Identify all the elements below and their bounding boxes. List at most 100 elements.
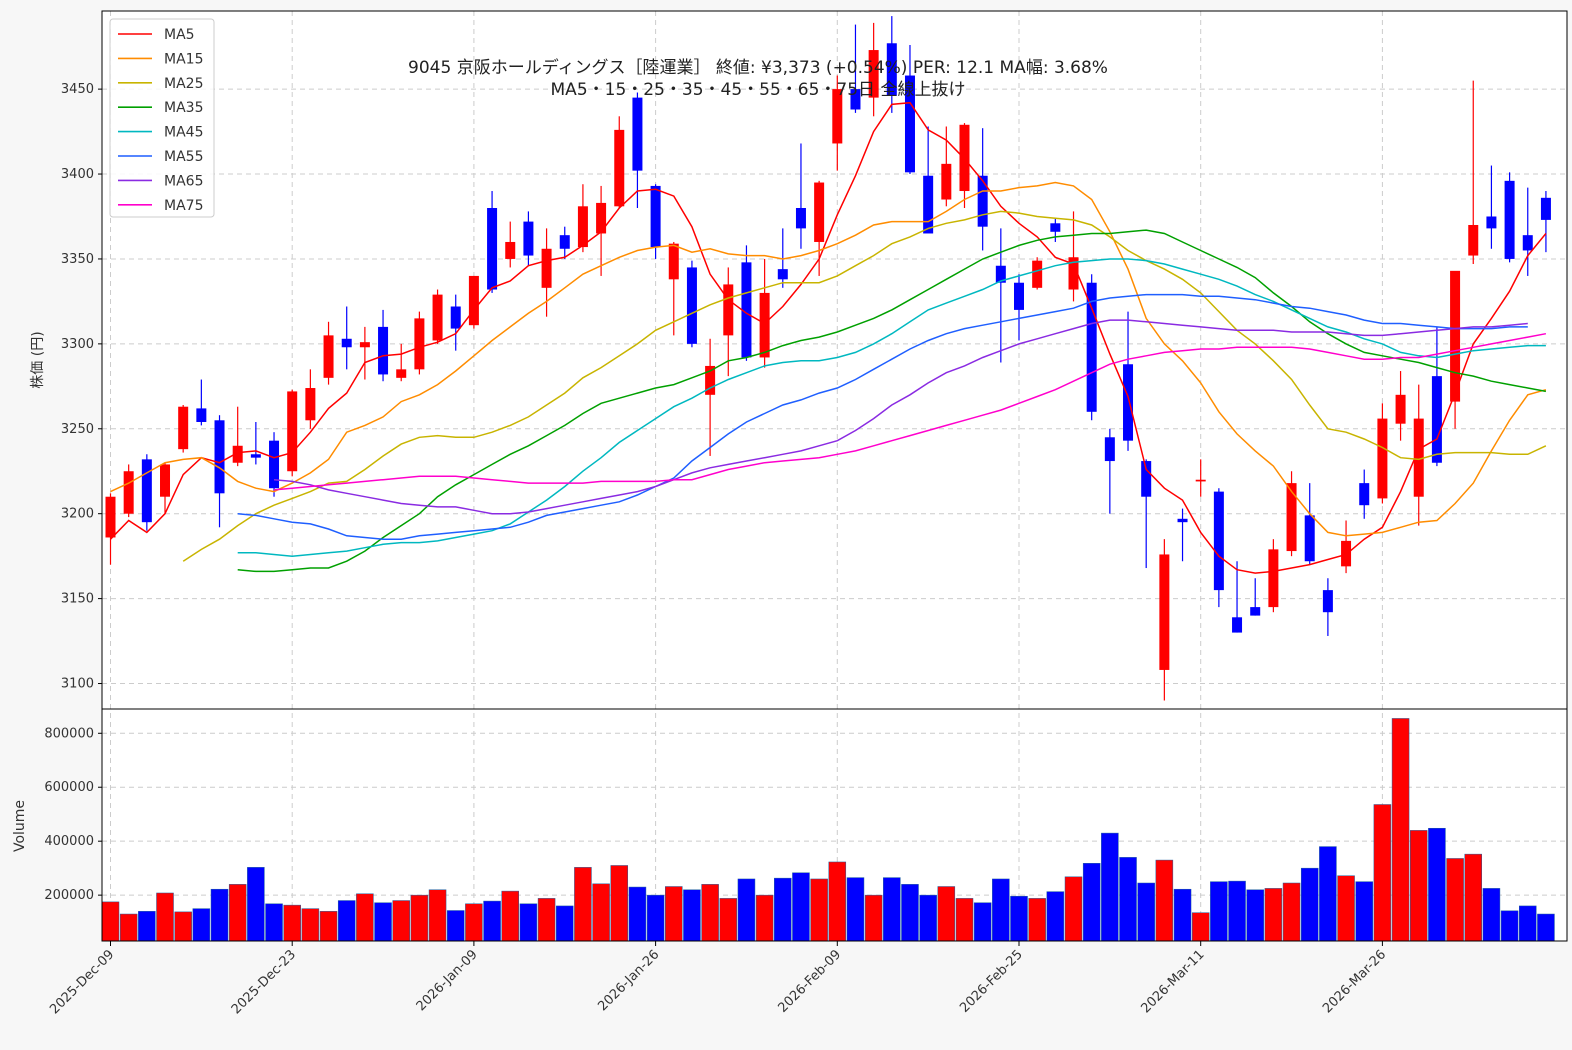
legend-label-ma45: MA45 bbox=[164, 125, 203, 141]
volume-axis-ticks: 200000 400000 600000 800000 bbox=[44, 726, 102, 903]
ma-line-ma35 bbox=[237, 229, 1547, 573]
volume-bar bbox=[628, 886, 647, 942]
candle-body bbox=[1322, 590, 1333, 613]
volume-bar bbox=[1373, 804, 1392, 942]
candle-body bbox=[1086, 282, 1097, 412]
volume-bar bbox=[465, 903, 483, 942]
volume-bar bbox=[1264, 888, 1283, 942]
volume-bar bbox=[446, 910, 465, 942]
candle-body bbox=[396, 369, 407, 378]
volume-bar bbox=[1355, 881, 1373, 942]
price-tick-label: 3200 bbox=[61, 507, 94, 522]
volume-bar bbox=[883, 877, 901, 942]
candle-body bbox=[1504, 180, 1515, 259]
candle-body bbox=[795, 208, 806, 229]
candle-body bbox=[1159, 554, 1170, 670]
volume-bar bbox=[610, 865, 629, 942]
candle-body bbox=[1213, 491, 1224, 591]
candle-body bbox=[414, 318, 425, 370]
volume-bar bbox=[1409, 830, 1428, 942]
price-tick-label: 3250 bbox=[61, 422, 94, 437]
volume-bar bbox=[1064, 876, 1083, 942]
candle-body bbox=[1286, 483, 1297, 552]
candle-body bbox=[232, 445, 243, 463]
volume-bar bbox=[1210, 881, 1228, 942]
volume-bar bbox=[519, 903, 538, 942]
candle-body bbox=[723, 284, 734, 336]
volume-bar bbox=[1228, 880, 1246, 942]
candle-body bbox=[505, 241, 516, 259]
volume-bar bbox=[319, 911, 338, 942]
volume-bar bbox=[192, 908, 211, 942]
ma-line-ma15 bbox=[110, 181, 1547, 537]
candle-body bbox=[123, 471, 134, 514]
candle-body bbox=[904, 75, 915, 173]
candle-body bbox=[1395, 394, 1406, 424]
candle-body bbox=[1522, 235, 1533, 251]
volume-bar bbox=[737, 878, 756, 942]
candle-body bbox=[650, 185, 661, 248]
candle-body bbox=[705, 365, 716, 395]
volume-bar bbox=[1391, 718, 1410, 942]
volume-bar bbox=[973, 902, 992, 942]
candle-body bbox=[1268, 549, 1279, 608]
price-tick-label: 3150 bbox=[61, 592, 94, 607]
volume-bar bbox=[501, 890, 519, 942]
chart-title: 9045 京阪ホールディングス［陸運業］ 終値: ¥3,373 (+0.54%)… bbox=[408, 57, 1108, 78]
legend-label-ma5: MA5 bbox=[164, 27, 195, 43]
candle-body bbox=[1032, 260, 1043, 288]
volume-bar bbox=[1173, 888, 1192, 942]
candle-body bbox=[250, 454, 261, 458]
volume-bar bbox=[1246, 889, 1264, 942]
candle-body bbox=[160, 464, 171, 497]
candle-body bbox=[923, 175, 934, 234]
candle-body bbox=[886, 43, 897, 96]
candle-body bbox=[741, 262, 752, 358]
volume-bar bbox=[119, 913, 138, 942]
candle-body bbox=[596, 202, 607, 234]
candle-body bbox=[287, 391, 298, 472]
legend-box bbox=[109, 18, 215, 218]
volume-bar bbox=[701, 884, 719, 942]
volume-bar bbox=[901, 884, 919, 942]
volume-tick-label: 200000 bbox=[44, 888, 94, 903]
candle-body bbox=[668, 243, 679, 280]
volume-bar bbox=[683, 889, 701, 942]
candle-body bbox=[1468, 224, 1479, 256]
volume-bar bbox=[592, 883, 610, 942]
candle-body bbox=[178, 406, 189, 450]
volume-bar bbox=[265, 903, 283, 942]
volume-bar bbox=[1155, 859, 1174, 942]
candle-body bbox=[269, 440, 280, 489]
volume-bar bbox=[1282, 882, 1301, 942]
volume-bar bbox=[1482, 888, 1501, 942]
candle-body bbox=[868, 50, 879, 98]
volume-bar bbox=[101, 901, 120, 942]
candle-body bbox=[1177, 518, 1188, 523]
volume-bars bbox=[101, 718, 1555, 942]
candle-body bbox=[777, 269, 788, 280]
volume-bar bbox=[174, 911, 192, 942]
volume-bar bbox=[1028, 898, 1046, 942]
candle-body bbox=[1232, 617, 1243, 633]
candle-body bbox=[196, 408, 207, 422]
price-tick-label: 3400 bbox=[61, 167, 94, 182]
volume-bar bbox=[1337, 875, 1355, 942]
price-axis-ticks: 3100 3150 3200 3250 3300 3350 3400 3450 bbox=[61, 82, 102, 692]
ma-line-ma5 bbox=[109, 101, 1547, 574]
candle-body bbox=[1450, 270, 1461, 402]
candle-body bbox=[1304, 515, 1315, 562]
volume-bar bbox=[919, 894, 937, 942]
candle-body bbox=[378, 326, 389, 375]
candle-body bbox=[1195, 479, 1206, 482]
legend-label-ma25: MA25 bbox=[164, 76, 203, 92]
price-tick-label: 3100 bbox=[61, 677, 94, 692]
candle-body bbox=[995, 265, 1006, 283]
candle-body bbox=[1359, 483, 1370, 506]
volume-bar bbox=[1537, 913, 1555, 942]
candle-body bbox=[577, 206, 588, 248]
legend: MA5 MA15 MA25 MA35 MA45 MA55 MA65 MA75 bbox=[109, 18, 215, 218]
candle-body bbox=[941, 163, 952, 200]
chart-subtitle: MA5・15・25・35・45・55・65・75日 全線上抜け bbox=[551, 80, 966, 100]
legend-label-ma35: MA35 bbox=[164, 100, 203, 116]
